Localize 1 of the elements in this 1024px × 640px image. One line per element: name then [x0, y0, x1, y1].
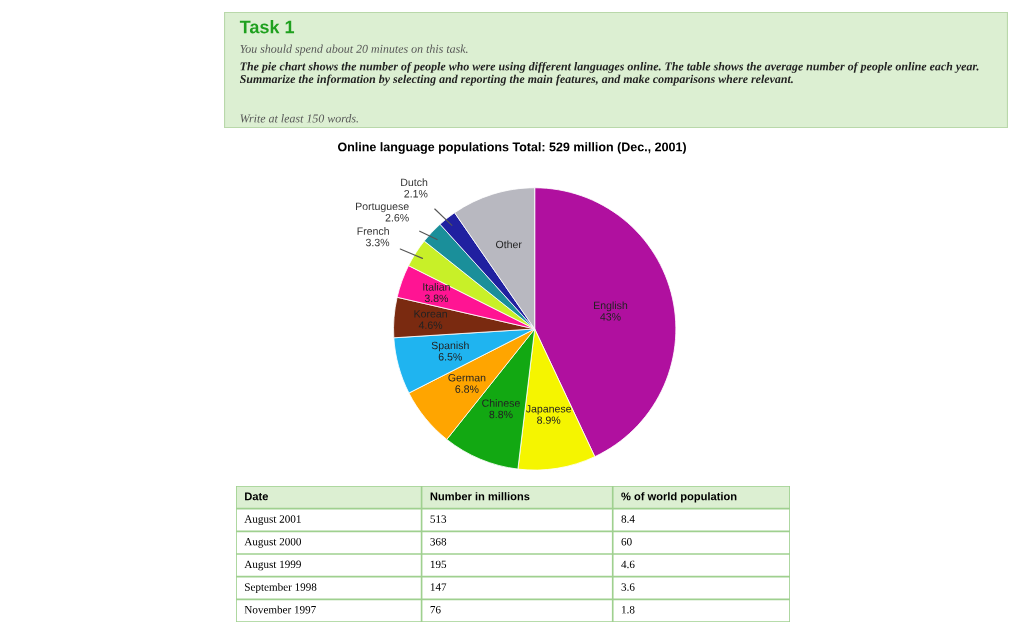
text: Task 1 [239, 20, 295, 34]
